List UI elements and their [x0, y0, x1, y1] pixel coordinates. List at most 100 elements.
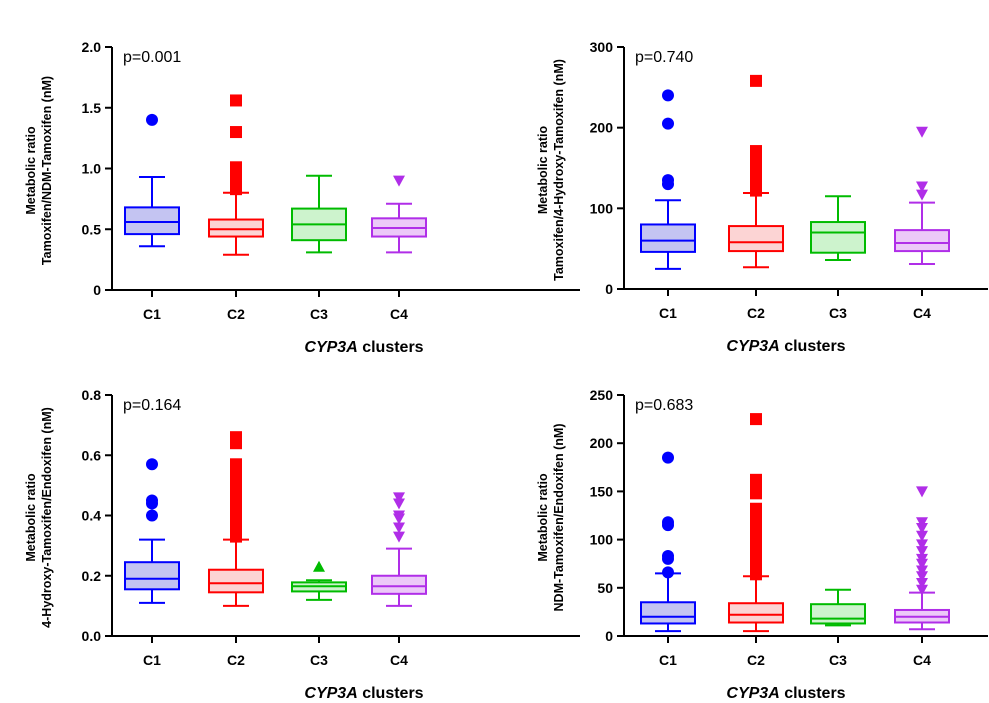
outlier-point [916, 486, 928, 498]
iqr-box [810, 603, 866, 625]
outlier-point [662, 89, 674, 102]
x-tick-label-c2: C2 [747, 652, 765, 668]
x-tick-label-c4: C4 [390, 652, 408, 668]
x-tick-label-c2: C2 [227, 652, 245, 668]
outlier-point [662, 566, 674, 579]
iqr-box [124, 561, 180, 591]
y-tick-label: 0.0 [82, 628, 102, 644]
iqr-box [640, 601, 696, 625]
y-tick-label: 250 [590, 387, 614, 403]
outlier-point [916, 523, 928, 535]
y-axis-title: Metabolic ratio Tamoxifen/NDM-Tamoxifen (… [24, 76, 54, 265]
outlier-point [662, 117, 674, 130]
box-c2 [208, 431, 264, 607]
y-tick-label: 0.8 [82, 387, 102, 403]
p-value-label: p=0.740 [635, 49, 693, 66]
outlier-point [750, 473, 762, 486]
x-tick-label-c4: C4 [390, 306, 408, 322]
x-axis-title: CYP3A clusters [726, 338, 845, 355]
outlier-point [393, 510, 405, 522]
x-tick-label-c1: C1 [659, 652, 677, 668]
box-c1 [640, 451, 696, 633]
outlier-point [662, 451, 674, 464]
outlier-point [393, 498, 405, 510]
outlier-point [750, 74, 762, 87]
outlier-point [230, 161, 242, 174]
outlier-point [230, 431, 242, 444]
iqr-box [124, 206, 180, 236]
box-c2 [728, 74, 784, 269]
outlier-point [393, 175, 405, 187]
x-tick-label-c1: C1 [659, 305, 677, 321]
y-tick-label: 150 [590, 483, 614, 499]
y-tick-label: 0.2 [82, 568, 102, 584]
x-tick-label-c4: C4 [913, 305, 931, 321]
iqr-box [810, 221, 866, 254]
outlier-point [146, 494, 158, 507]
y-tick-label: 0 [605, 281, 613, 297]
x-tick-label-c3: C3 [829, 305, 847, 321]
y-tick-label: 2.0 [82, 39, 102, 55]
panel-1: 0 0.5 1.0 1.5 2.0 C1 C2 C3 C4 CYP3A clusters Metab… [24, 39, 580, 356]
outlier-point [750, 413, 762, 426]
outlier-point [230, 458, 242, 471]
x-tick-label-c2: C2 [747, 305, 765, 321]
iqr-box [640, 223, 696, 253]
y-tick-label: 50 [597, 580, 613, 596]
outlier-point [916, 189, 928, 201]
outlier-point [230, 126, 242, 139]
outlier-point [662, 516, 674, 529]
outlier-point [750, 145, 762, 158]
panel-2: 0 100 200 300 C1 C2 C3 C4 CYP3A clusters Metaboli… [536, 39, 988, 355]
outlier-point [916, 546, 928, 558]
box-c3 [810, 588, 866, 627]
outlier-point [393, 492, 405, 504]
x-tick-label-c3: C3 [310, 306, 328, 322]
outlier-point [662, 174, 674, 187]
iqr-box [208, 218, 264, 238]
outlier-point [313, 560, 325, 572]
outlier-point [146, 509, 158, 522]
x-tick-label-c1: C1 [143, 652, 161, 668]
outlier-point [750, 502, 762, 515]
y-tick-label: 0 [605, 628, 613, 644]
y-tick-label: 0.5 [82, 221, 102, 237]
p-value-label: p=0.683 [635, 397, 693, 414]
outlier-point [393, 522, 405, 534]
box-c1 [124, 458, 180, 604]
outlier-point [916, 539, 928, 551]
outlier-point [916, 577, 928, 589]
y-axis-title: Metabolic ratio 4-Hydroxy-Tamoxifen/Endox… [24, 407, 54, 628]
box-c3 [810, 195, 866, 261]
x-tick-label-c3: C3 [829, 652, 847, 668]
x-axis-title: CYP3A clusters [304, 685, 423, 702]
y-tick-label: 1.5 [82, 100, 102, 116]
outlier-point [916, 530, 928, 542]
outlier-point [662, 549, 674, 562]
box-c4 [371, 175, 427, 254]
box-c2 [728, 413, 784, 633]
y-axis-title: Metabolic ratio NDM-Tamoxifen/Endoxifen (… [536, 424, 566, 612]
outlier-point [916, 553, 928, 565]
iqr-box [728, 602, 784, 624]
y-tick-label: 200 [590, 435, 614, 451]
outlier-point [393, 531, 405, 543]
outlier-point [916, 565, 928, 577]
box-c3 [291, 560, 347, 601]
x-tick-label-c1: C1 [143, 306, 161, 322]
y-tick-label: 0.4 [82, 508, 102, 524]
iqr-box [894, 229, 950, 253]
iqr-box [208, 568, 264, 594]
outlier-point [146, 113, 158, 126]
y-tick-label: 0.6 [82, 447, 102, 463]
y-axis-title: Metabolic ratio Tamoxifen/4-Hydroxy-Tamox… [536, 59, 566, 281]
y-tick-label: 100 [590, 532, 614, 548]
y-tick-label: 0 [93, 282, 101, 298]
y-tick-label: 200 [590, 120, 614, 136]
panel-4: 0 50 100 150 200 250 C1 C2 C3 C4 CYP3A clusters Met… [536, 387, 988, 702]
box-c2 [208, 94, 264, 256]
x-tick-label-c4: C4 [913, 652, 931, 668]
x-tick-label-c2: C2 [227, 306, 245, 322]
outlier-point [230, 94, 242, 107]
iqr-box [371, 574, 427, 595]
